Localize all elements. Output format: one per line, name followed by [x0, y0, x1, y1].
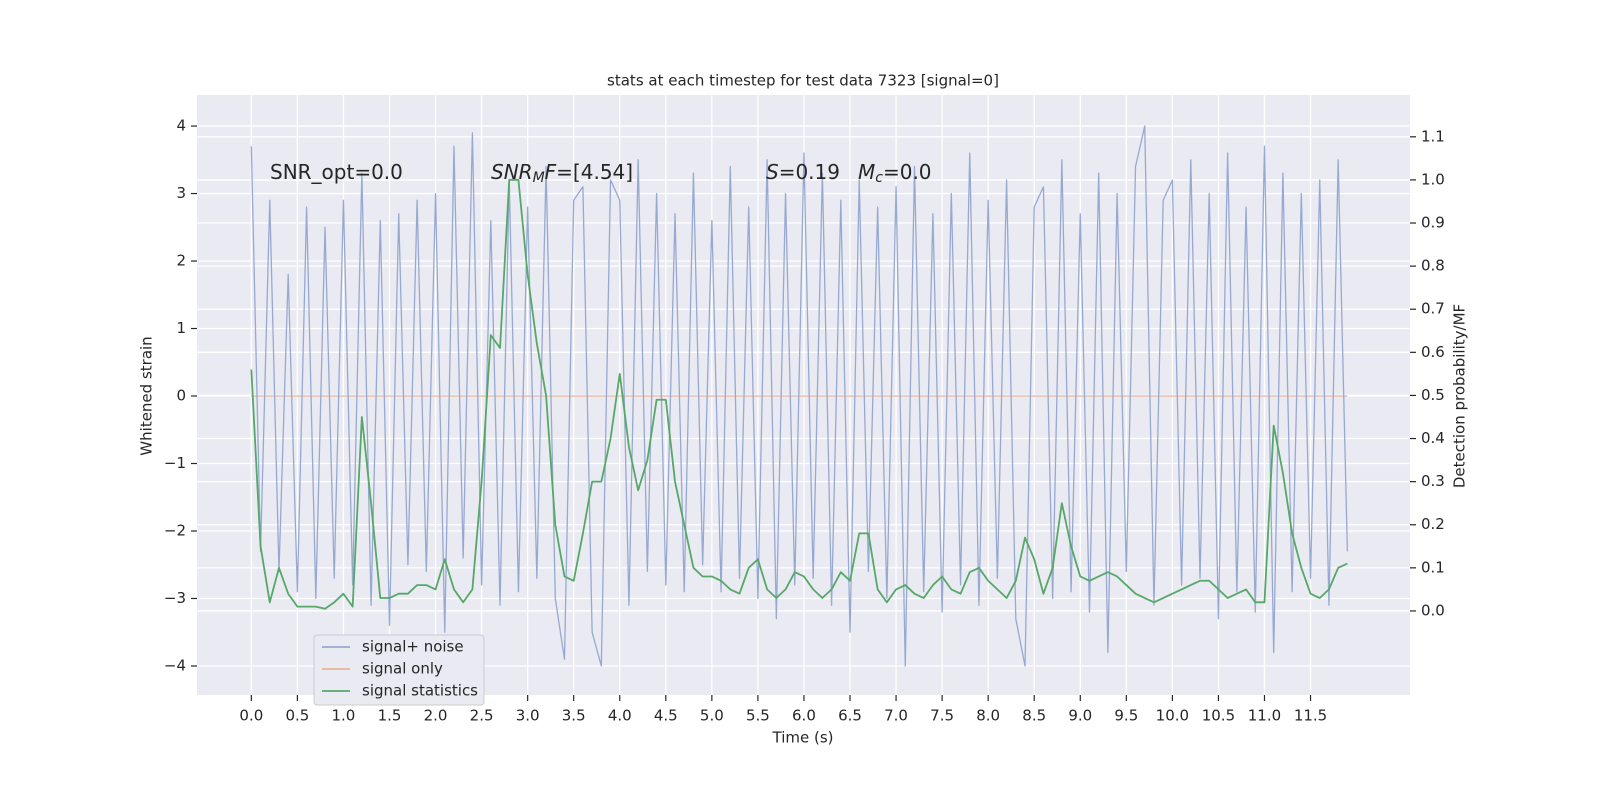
y-tick-label: −3: [164, 589, 186, 607]
annotation-part: F: [545, 160, 557, 184]
x-tick-label: 8.5: [1022, 707, 1046, 725]
x-tick-label: 6.0: [792, 707, 816, 725]
y2-tick-label: 0.2: [1421, 515, 1445, 533]
x-tick-label: 3.5: [562, 707, 586, 725]
annotation-part: SNR: [491, 160, 533, 184]
y2-tick-label: 0.8: [1421, 257, 1445, 275]
x-tick-label: 5.5: [746, 707, 770, 725]
y2-tick-label: 0.0: [1421, 601, 1445, 619]
y2-tick-label: 0.4: [1421, 429, 1445, 447]
legend-label: signal statistics: [362, 682, 478, 700]
y2-tick-label: 0.1: [1421, 558, 1445, 576]
x-axis-label: Time (s): [772, 729, 834, 747]
x-tick-label: 11.0: [1248, 707, 1281, 725]
x-tick-label: 1.0: [332, 707, 356, 725]
x-tick-label: 7.0: [884, 707, 908, 725]
series-line: [250, 125, 1349, 667]
y2-tick-label: 0.5: [1421, 386, 1445, 404]
chart-title: stats at each timestep for test data 732…: [607, 72, 999, 90]
annotation-part: =[4.54]: [556, 160, 633, 184]
x-tick-label: 11.5: [1294, 707, 1327, 725]
y-tick-label: 2: [176, 252, 186, 270]
x-tick-label: 0.5: [285, 707, 309, 725]
x-tick-label: 2.0: [424, 707, 448, 725]
x-tick-label: 1.5: [378, 707, 402, 725]
x-tick-label: 2.5: [470, 707, 494, 725]
annotation-part: c: [875, 170, 883, 186]
y2-tick-label: 1.0: [1421, 170, 1445, 188]
x-tick-label: 7.5: [930, 707, 954, 725]
y-tick-label: 3: [176, 184, 186, 202]
x-tick-label: 10.5: [1202, 707, 1235, 725]
annotation-part: SNR_opt=0.0: [270, 160, 403, 184]
x-tick-label: 4.5: [654, 707, 678, 725]
annotation: S=0.19: [766, 160, 840, 184]
x-tick-label: 9.5: [1114, 707, 1138, 725]
y2-tick-label: 0.6: [1421, 343, 1445, 361]
x-tick-label: 10.0: [1156, 707, 1189, 725]
annotation-part: =0.0: [883, 160, 932, 184]
x-tick-label: 6.5: [838, 707, 862, 725]
legend-box: [313, 634, 485, 706]
y-tick-label: 0: [176, 387, 186, 405]
x-tick-label: 5.0: [700, 707, 724, 725]
x-tick-label: 8.0: [976, 707, 1000, 725]
annotation: SNRMF=[4.54]: [491, 160, 633, 187]
y2-axis-label: Detection probability/MF: [1451, 304, 1469, 488]
y2-tick-label: 1.1: [1421, 127, 1445, 145]
y-tick-label: 4: [176, 117, 186, 135]
x-tick-label: 4.0: [608, 707, 632, 725]
y2-tick-label: 0.7: [1421, 300, 1445, 318]
annotation-part: M: [858, 160, 875, 184]
annotation: SNR_opt=0.0: [270, 160, 403, 184]
y2-tick-label: 0.9: [1421, 214, 1445, 232]
annotation-part: =0.19: [779, 160, 840, 184]
series-line: [250, 179, 1348, 610]
annotation-part: S: [766, 160, 779, 184]
y-tick-label: 1: [176, 319, 186, 337]
y-tick-label: −1: [164, 454, 186, 472]
y-tick-label: −2: [164, 521, 186, 539]
annotation-part: M: [533, 170, 545, 186]
legend-label: signal only: [362, 660, 443, 678]
legend: signal+ noise signal only signal statistic…: [313, 634, 485, 706]
y-axis-label: Whitened strain: [138, 336, 156, 455]
legend-label: signal+ noise: [362, 638, 464, 656]
y2-tick-label: 0.3: [1421, 472, 1445, 490]
x-tick-label: 3.0: [516, 707, 540, 725]
annotation: Mc=0.0: [858, 160, 932, 187]
x-tick-label: 0.0: [239, 707, 263, 725]
y-tick-label: −4: [164, 656, 186, 674]
x-tick-label: 9.0: [1068, 707, 1092, 725]
